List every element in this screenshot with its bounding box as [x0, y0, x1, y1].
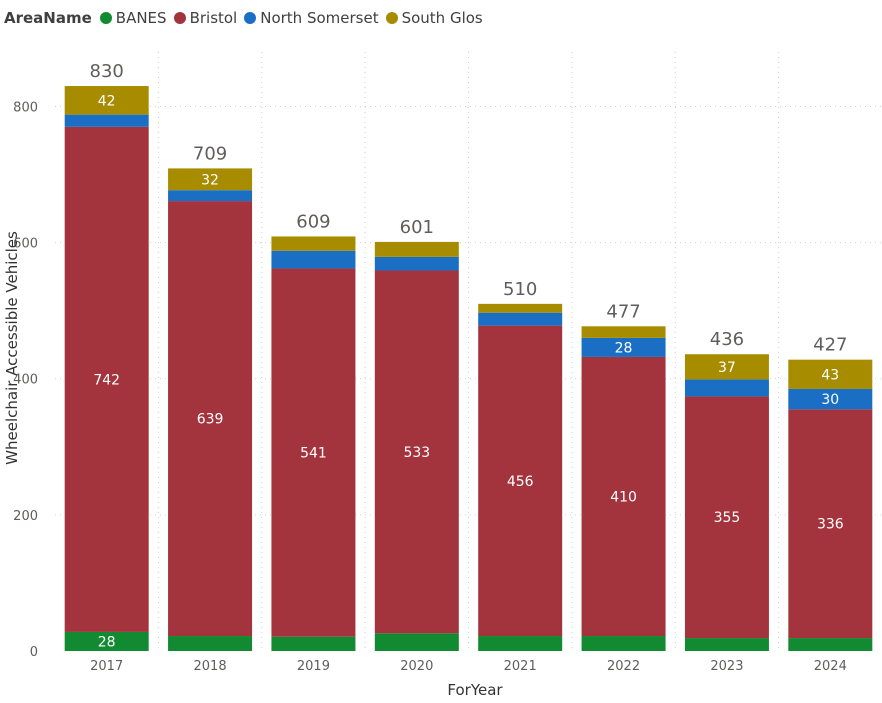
segment-value-label: 30: [821, 392, 839, 408]
legend-item-banes[interactable]: BANES: [99, 9, 167, 27]
bar-segment-bristol[interactable]: [581, 356, 666, 637]
x-axis-title: ForYear: [447, 681, 503, 699]
legend-dot-south-glos: [385, 12, 398, 24]
bar-segment-north-somerset[interactable]: [271, 250, 356, 269]
bar-segment-north-somerset[interactable]: [478, 312, 563, 326]
segment-value-label: 639: [197, 412, 224, 428]
bar-segment-banes[interactable]: [788, 638, 873, 651]
segment-value-label: 533: [403, 445, 430, 461]
segment-value-label: 37: [718, 360, 736, 376]
x-tick-label: 2023: [710, 659, 743, 674]
bar-segment-banes[interactable]: [581, 636, 666, 651]
bar-segment-north-somerset[interactable]: [581, 337, 666, 357]
bar-segment-south-glos[interactable]: [581, 326, 666, 338]
total-label: 601: [400, 217, 434, 238]
legend-item-north-somerset[interactable]: North Somerset: [244, 9, 379, 27]
bar-segment-bristol[interactable]: [64, 126, 149, 632]
bar-segment-banes[interactable]: [478, 636, 563, 651]
bar-segment-south-glos[interactable]: [271, 236, 356, 251]
bar-segment-south-glos[interactable]: [64, 86, 149, 115]
bar-segment-south-glos[interactable]: [374, 241, 459, 257]
x-tick-label: 2017: [90, 659, 123, 674]
segment-value-label: 42: [98, 93, 116, 109]
x-tick-label: 2024: [814, 659, 847, 674]
x-tick-label: 2021: [504, 659, 537, 674]
legend-item-south-glos[interactable]: South Glos: [385, 9, 483, 27]
bar-segment-bristol[interactable]: [168, 201, 253, 637]
bar-segment-banes[interactable]: [374, 633, 459, 651]
bar-segment-north-somerset[interactable]: [168, 190, 253, 202]
legend-title: AreaName: [4, 9, 92, 27]
total-label: 436: [710, 329, 744, 350]
total-label: 830: [90, 61, 124, 82]
bar-segment-north-somerset[interactable]: [684, 379, 769, 397]
segment-value-label: 742: [93, 372, 120, 388]
legend-dot-banes: [99, 12, 112, 24]
legend-label-bristol: Bristol: [189, 9, 238, 27]
bar-segment-north-somerset[interactable]: [64, 114, 149, 127]
bar-segment-bristol[interactable]: [788, 409, 873, 639]
legend-label-banes: BANES: [115, 9, 167, 27]
legend-label-north-somerset: North Somerset: [260, 9, 379, 27]
y-tick-label: 600: [13, 237, 38, 252]
segment-value-label: 410: [610, 489, 637, 505]
segment-value-label: 355: [714, 510, 741, 526]
legend-label-south-glos: South Glos: [401, 9, 483, 27]
total-label: 427: [813, 335, 847, 356]
bar-segment-north-somerset[interactable]: [374, 256, 459, 271]
total-label: 477: [606, 301, 640, 322]
bar-segment-banes[interactable]: [271, 636, 356, 651]
bar-segment-bristol[interactable]: [374, 270, 459, 634]
bar-segment-banes[interactable]: [168, 636, 253, 651]
segment-value-label: 28: [98, 634, 116, 650]
legend: AreaName BANES Bristol North Somerset So…: [4, 7, 490, 29]
total-label: 510: [503, 279, 537, 300]
segment-value-label: 28: [615, 340, 633, 356]
bar-segment-bristol[interactable]: [478, 325, 563, 637]
bar-segment-south-glos[interactable]: [478, 303, 563, 313]
y-tick-label: 0: [30, 645, 38, 660]
segment-value-label: 456: [507, 474, 534, 490]
x-tick-label: 2019: [297, 659, 330, 674]
bars: [64, 86, 873, 651]
segment-value-label: 336: [817, 517, 844, 533]
legend-dot-bristol: [173, 12, 186, 24]
segment-value-label: 32: [201, 172, 219, 188]
bar-segment-bristol[interactable]: [684, 396, 769, 639]
data-labels: 28 742 42 830 639 32 709 541 609 533 601 456 510 410 2…: [90, 61, 848, 650]
bar-segment-south-glos[interactable]: [788, 359, 873, 389]
x-tick-label: 2020: [400, 659, 433, 674]
segment-value-label: 43: [821, 367, 839, 383]
bar-segment-bristol[interactable]: [271, 268, 356, 637]
x-tick-label: 2018: [194, 659, 227, 674]
bar-segment-banes[interactable]: [64, 631, 149, 651]
total-label: 609: [296, 211, 330, 232]
bar-segment-north-somerset[interactable]: [788, 388, 873, 410]
y-tick-label: 200: [13, 509, 38, 524]
x-tick-label: 2022: [607, 659, 640, 674]
total-label: 709: [193, 143, 227, 164]
y-axis-title: Wheelchair Accessible Vehicles: [3, 231, 21, 465]
bar-segment-south-glos[interactable]: [168, 168, 253, 191]
legend-item-bristol[interactable]: Bristol: [173, 9, 238, 27]
segment-value-label: 541: [300, 446, 327, 462]
y-tick-label: 400: [13, 373, 38, 388]
bar-segment-south-glos[interactable]: [684, 354, 769, 380]
y-tick-label: 800: [13, 100, 38, 115]
bar-segment-banes[interactable]: [684, 638, 769, 651]
axes: 0 200 400 600 800 2017 2018 2019 2020 2021 2022 202…: [13, 100, 847, 674]
legend-dot-north-somerset: [244, 12, 257, 24]
